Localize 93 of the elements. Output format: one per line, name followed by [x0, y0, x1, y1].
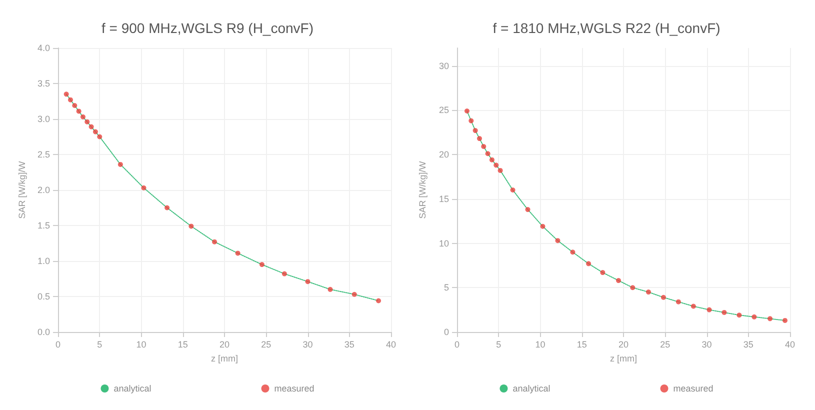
point [660, 294, 666, 300]
point [690, 304, 696, 309]
point [188, 224, 194, 229]
y-tick-label: 3.5 [37, 78, 50, 88]
x-tick-label: 0 [454, 340, 460, 350]
point [768, 316, 773, 322]
point [472, 128, 478, 134]
chart-title: f = 900 MHz,WGLS R9 (H_convF) [101, 20, 314, 36]
point [485, 151, 490, 156]
x-tick-label: 20 [618, 340, 629, 350]
point [525, 207, 530, 212]
point [476, 136, 482, 142]
point [481, 144, 486, 150]
point [782, 318, 788, 323]
y-tick-label: 5 [444, 282, 449, 293]
point [72, 103, 78, 108]
legend-label: measured [274, 384, 314, 394]
point [646, 290, 651, 295]
y-tick-label: 15 [438, 194, 449, 204]
point [88, 124, 94, 130]
x-tick-label: 25 [261, 340, 272, 350]
x-tick-label: 35 [743, 340, 754, 350]
y-tick-label: 20 [438, 150, 449, 160]
point [570, 250, 576, 255]
y-tick-label: 25 [438, 105, 449, 116]
x-tick-label: 5 [496, 340, 502, 350]
y-tick-label: 1.5 [37, 220, 50, 230]
point [464, 108, 470, 114]
point [722, 310, 727, 315]
x-tick-label: 15 [576, 340, 587, 350]
y-tick-label: 0.5 [37, 292, 50, 302]
x-tick-label: 0 [55, 340, 61, 350]
point [212, 239, 218, 244]
x-tick-label: 35 [344, 340, 354, 350]
y-tick-label: 3.0 [37, 114, 50, 124]
point [164, 205, 170, 210]
x-axis-title: z [mm] [211, 353, 238, 364]
point [706, 307, 712, 312]
point [282, 271, 287, 276]
x-axis-title: z [mm] [610, 353, 637, 364]
point [540, 224, 546, 229]
y-tick-label: 4.0 [37, 43, 50, 53]
x-tick-label: 10 [535, 340, 546, 350]
y-tick-label: 2.5 [37, 150, 50, 160]
x-tick-label: 10 [136, 340, 146, 350]
point [64, 92, 69, 97]
point [92, 129, 98, 134]
x-tick-label: 5 [97, 340, 102, 350]
point [736, 312, 742, 318]
x-tick-label: 15 [178, 340, 188, 350]
point [494, 162, 499, 168]
y-axis-title: SAR [W/kg]/W [17, 160, 28, 219]
point [498, 168, 503, 173]
y-tick-label: 0.0 [37, 327, 50, 337]
point [259, 262, 264, 268]
point [352, 292, 357, 297]
point [616, 278, 622, 284]
point [555, 238, 560, 244]
point [468, 118, 474, 124]
point [676, 299, 681, 304]
point [328, 286, 333, 292]
chart-title: f = 1810 MHz,WGLS R22 (H_convF) [492, 20, 720, 36]
y-tick-label: 2.0 [37, 185, 50, 195]
point [76, 108, 82, 114]
point [97, 134, 102, 140]
point [305, 279, 310, 284]
point [376, 298, 382, 304]
x-tick-label: 30 [302, 340, 313, 350]
y-axis-title: SAR [W/kg]/W [418, 160, 428, 219]
point [510, 188, 516, 192]
point [80, 114, 86, 120]
point [235, 250, 240, 256]
point [118, 162, 123, 167]
point [84, 119, 90, 124]
y-tick-label: 1.0 [37, 256, 50, 266]
x-tick-label: 20 [219, 340, 230, 350]
point [752, 314, 757, 320]
point [141, 185, 146, 190]
point [600, 270, 606, 276]
y-tick-label: 0 [444, 327, 449, 337]
x-tick-label: 40 [386, 340, 396, 350]
legend-label: analytical [114, 384, 152, 394]
point [586, 261, 592, 266]
legend-label: measured [673, 384, 714, 394]
point [630, 285, 636, 290]
point [489, 157, 494, 162]
x-tick-label: 25 [660, 340, 670, 350]
y-tick-label: 10 [438, 238, 449, 248]
y-tick-label: 30 [438, 60, 449, 71]
legend-label: analytical [512, 384, 550, 394]
x-tick-label: 30 [702, 340, 712, 350]
point [68, 97, 73, 102]
x-tick-label: 40 [784, 340, 796, 350]
